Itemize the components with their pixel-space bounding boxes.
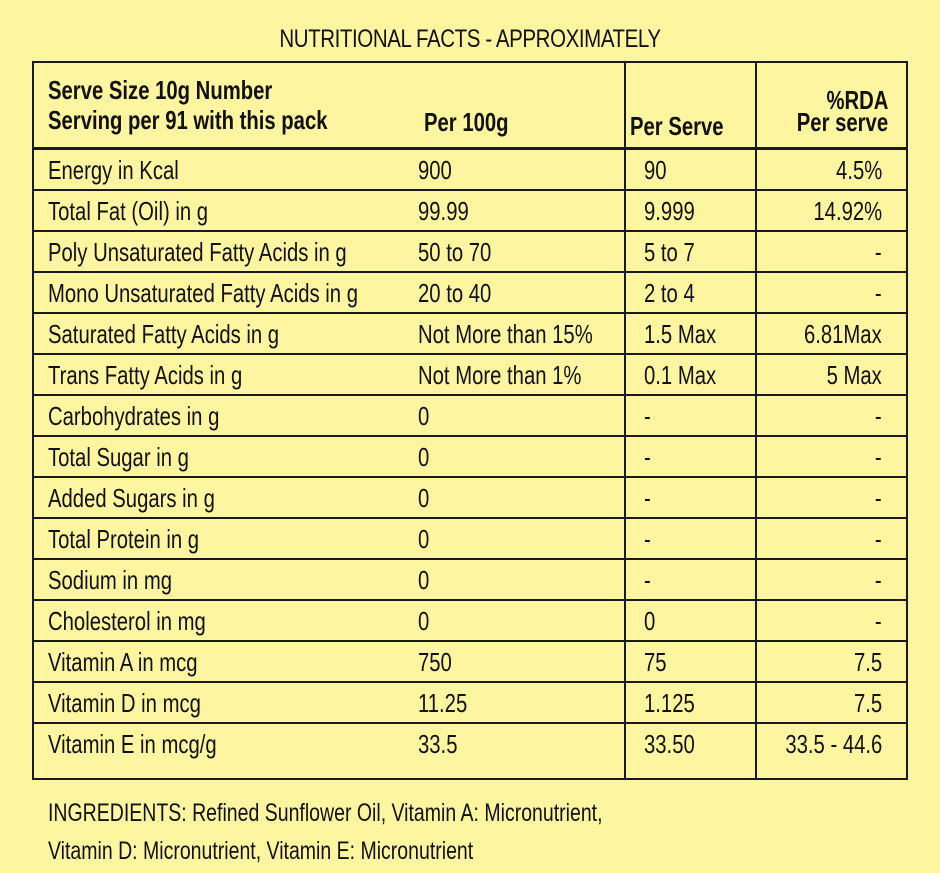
per-serve-value: 1.125 (644, 688, 695, 718)
ingredients-line-2: Vitamin D: Micronutrient, Vitamin E: Mic… (48, 837, 474, 865)
per-100g-value: 99.99 (418, 196, 469, 226)
nutrient-label: Carbohydrates in g (48, 401, 220, 431)
table-row: Vitamin A in mcg 750 75 7.5 (34, 642, 906, 683)
per-100g-value: 750 (418, 647, 452, 677)
rda-value: 7.5 (853, 688, 882, 718)
table-row: Saturated Fatty Acids in g Not More than… (34, 314, 906, 355)
nutrient-label: Added Sugars in g (48, 483, 215, 513)
per-100g-value: 0 (418, 565, 430, 595)
per-serve-value: 0.1 Max (644, 360, 717, 390)
rda-header-line2: Per serve (796, 107, 888, 137)
rda-value: 33.5 - 44.6 (785, 729, 882, 759)
per-100g-value: 50 to 70 (418, 237, 492, 267)
rda-value: - (875, 401, 882, 431)
per-100g-value: 0 (418, 442, 430, 472)
per-100g-value: 33.5 (418, 729, 458, 759)
nutrient-label: Trans Fatty Acids in g (48, 360, 243, 390)
per-100g-header: Per 100g (424, 107, 509, 137)
rda-value: - (875, 565, 882, 595)
table-row: Total Sugar in g 0 - - (34, 437, 906, 478)
table-row: Cholesterol in mg 0 0 - (34, 601, 906, 642)
per-100g-value: 11.25 (418, 688, 468, 718)
per-serve-value: 33.50 (644, 729, 695, 759)
nutrient-label: Poly Unsaturated Fatty Acids in g (48, 237, 347, 267)
ingredients-line-1: INGREDIENTS: Refined Sunflower Oil, Vita… (48, 799, 603, 827)
per-serve-header: Per Serve (630, 111, 724, 141)
per-serve-value: - (644, 483, 651, 513)
table-row: Mono Unsaturated Fatty Acids in g 20 to … (34, 273, 906, 314)
page-title: NUTRITIONAL FACTS - APPROXIMATELY (279, 25, 661, 53)
rda-value: 7.5 (853, 647, 882, 677)
table-row: Trans Fatty Acids in g Not More than 1% … (34, 355, 906, 396)
per-100g-value: Not More than 15% (418, 319, 593, 349)
nutrient-label: Vitamin A in mcg (48, 647, 198, 677)
nutrition-table: Serve Size 10g Number Serving per 91 wit… (32, 61, 908, 780)
per-100g-value: 0 (418, 483, 430, 513)
table-row: Energy in Kcal 900 90 4.5% (34, 150, 906, 191)
nutrient-label: Total Sugar in g (48, 442, 189, 472)
nutrient-label: Sodium in mg (48, 565, 172, 595)
rda-value: 6.81Max (804, 319, 882, 349)
table-row: Vitamin D in mcg 11.25 1.125 7.5 (34, 683, 906, 724)
nutrient-label: Total Fat (Oil) in g (48, 196, 209, 226)
per-100g-value: 900 (418, 155, 452, 185)
per-100g-value: 0 (418, 524, 430, 554)
per-serve-value: 1.5 Max (644, 319, 717, 349)
table-row: Total Fat (Oil) in g 99.99 9.999 14.92% (34, 191, 906, 232)
table-row: Sodium in mg 0 - - (34, 560, 906, 601)
table-row: Total Protein in g 0 - - (34, 519, 906, 560)
nutrient-label: Vitamin E in mcg/g (48, 729, 217, 759)
serve-size-label: Serve Size 10g Number (48, 75, 273, 105)
table-header: Serve Size 10g Number Serving per 91 wit… (34, 63, 906, 150)
per-serve-value: 75 (644, 647, 667, 677)
table-row: Carbohydrates in g 0 - - (34, 396, 906, 437)
per-serve-value: 0 (644, 606, 656, 636)
rda-value: - (875, 237, 882, 267)
per-serve-value: 90 (644, 155, 667, 185)
per-100g-value: 0 (418, 606, 430, 636)
column-divider (624, 63, 626, 778)
per-100g-value: 20 to 40 (418, 278, 492, 308)
per-serve-value: - (644, 401, 651, 431)
nutrient-label: Cholesterol in mg (48, 606, 206, 636)
ingredients-text: INGREDIENTS: Refined Sunflower Oil, Vita… (48, 794, 603, 870)
rda-value: 5 Max (826, 360, 882, 390)
rda-header-line1: %RDA (826, 85, 888, 115)
rda-value: - (875, 606, 882, 636)
table-row: Added Sugars in g 0 - - (34, 478, 906, 519)
per-100g-value: Not More than 1% (418, 360, 582, 390)
rda-value: 4.5% (835, 155, 882, 185)
column-divider (755, 63, 757, 778)
nutrient-label: Saturated Fatty Acids in g (48, 319, 280, 349)
servings-per-pack-label: Serving per 91 with this pack (48, 105, 328, 135)
per-serve-value: - (644, 442, 651, 472)
per-serve-value: 9.999 (644, 196, 695, 226)
rda-value: - (875, 442, 882, 472)
per-serve-value: - (644, 565, 651, 595)
rda-value: - (875, 483, 882, 513)
rda-value: - (875, 524, 882, 554)
rda-value: 14.92% (813, 196, 882, 226)
per-100g-value: 0 (418, 401, 430, 431)
per-serve-value: 2 to 4 (644, 278, 695, 308)
nutrient-label: Total Protein in g (48, 524, 200, 554)
rda-value: - (875, 278, 882, 308)
table-row: Vitamin E in mcg/g 33.5 33.50 33.5 - 44.… (34, 724, 906, 784)
table-row: Poly Unsaturated Fatty Acids in g 50 to … (34, 232, 906, 273)
nutrient-label: Energy in Kcal (48, 155, 179, 185)
per-serve-value: - (644, 524, 651, 554)
nutrient-label: Vitamin D in mcg (48, 688, 201, 718)
per-serve-value: 5 to 7 (644, 237, 695, 267)
nutrient-label: Mono Unsaturated Fatty Acids in g (48, 278, 359, 308)
